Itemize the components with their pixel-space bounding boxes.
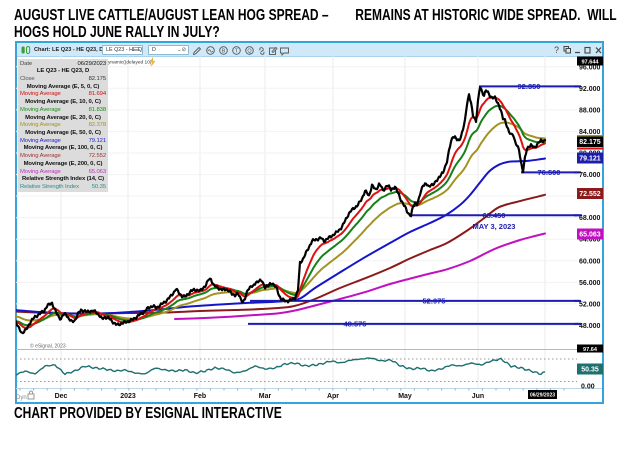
- svg-text:2023: 2023: [120, 393, 136, 400]
- svg-text:48.000: 48.000: [579, 323, 601, 330]
- svg-text:60.000: 60.000: [579, 258, 601, 265]
- svg-text:May: May: [398, 393, 412, 400]
- svg-text:97.644: 97.644: [581, 60, 599, 66]
- svg-text:Feb: Feb: [194, 393, 206, 400]
- svg-text:© eSignal, 2023: © eSignal, 2023: [30, 343, 66, 350]
- svg-text:Apr: Apr: [327, 393, 339, 400]
- svg-text:65.063: 65.063: [579, 232, 601, 239]
- svg-text:Q: Q: [247, 48, 252, 54]
- svg-text:?: ?: [554, 45, 559, 55]
- svg-text:T: T: [235, 48, 239, 54]
- svg-text:56.000: 56.000: [579, 280, 601, 287]
- svg-text:ynamic((delayed 10): ynamic((delayed 10): [108, 60, 152, 66]
- svg-text:Dec: Dec: [55, 393, 68, 400]
- svg-text:Jun: Jun: [472, 393, 484, 400]
- svg-text:MAY 3, 2023: MAY 3, 2023: [473, 222, 516, 231]
- svg-text:76.500: 76.500: [538, 168, 561, 177]
- svg-text:84.000: 84.000: [579, 129, 601, 136]
- svg-text:*: *: [15, 57, 18, 64]
- svg-text:97.64: 97.64: [583, 347, 598, 353]
- svg-text:0.00: 0.00: [581, 384, 595, 391]
- svg-text:48.575: 48.575: [344, 319, 367, 328]
- svg-text:68.450: 68.450: [483, 211, 506, 220]
- svg-text:52.000: 52.000: [579, 301, 601, 308]
- svg-text:88.000: 88.000: [579, 107, 601, 114]
- svg-text:50.35: 50.35: [581, 367, 599, 374]
- svg-text:52.975: 52.975: [423, 296, 446, 305]
- svg-text:B: B: [222, 48, 226, 54]
- svg-text:Mar: Mar: [259, 393, 272, 400]
- svg-text:68.000: 68.000: [579, 215, 601, 222]
- svg-text:64.000: 64.000: [579, 237, 601, 244]
- svg-text:79.121: 79.121: [579, 156, 601, 163]
- svg-text:76.000: 76.000: [579, 172, 601, 179]
- svg-text:72.552: 72.552: [579, 191, 601, 198]
- svg-text:06/29/2023: 06/29/2023: [530, 393, 555, 399]
- svg-text:92.000: 92.000: [579, 86, 601, 93]
- svg-text:82.175: 82.175: [579, 139, 601, 146]
- svg-text:96.000: 96.000: [579, 64, 601, 71]
- svg-text:Dyn: Dyn: [16, 395, 27, 401]
- svg-text:92.350: 92.350: [518, 82, 541, 91]
